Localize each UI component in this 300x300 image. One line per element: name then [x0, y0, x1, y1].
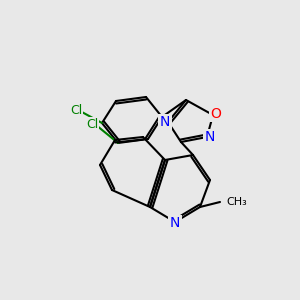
Text: Cl: Cl — [86, 118, 98, 131]
Text: N: N — [170, 216, 180, 230]
Text: N: N — [205, 130, 215, 144]
Text: O: O — [211, 107, 221, 121]
Text: N: N — [160, 115, 170, 129]
Text: Cl: Cl — [70, 104, 82, 118]
Text: CH₃: CH₃ — [226, 197, 247, 207]
